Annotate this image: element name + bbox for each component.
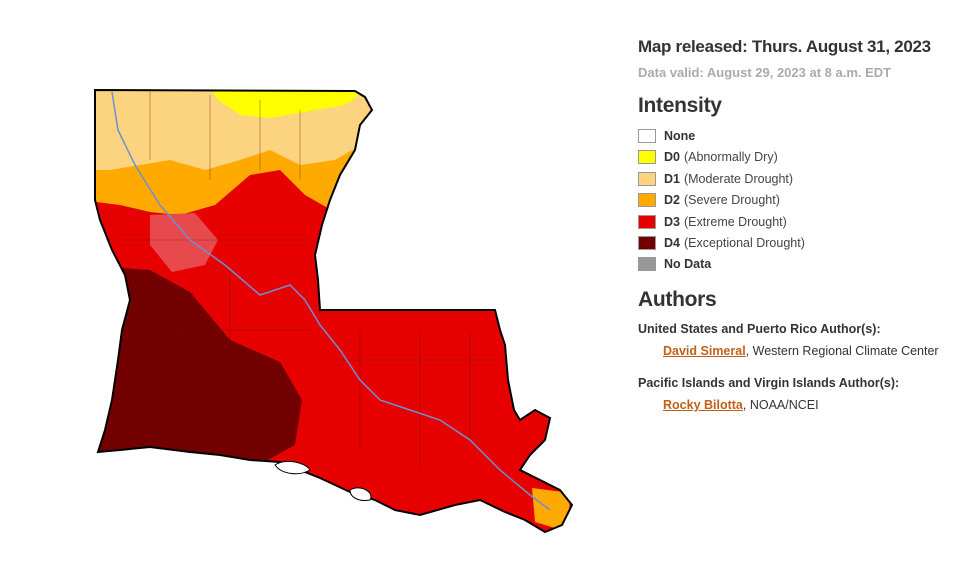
drought-areas	[95, 90, 572, 532]
legend-code: D4	[664, 236, 680, 250]
author-heading: Pacific Islands and Virgin Islands Autho…	[638, 376, 900, 390]
legend-item: D2 (Severe Drought)	[638, 192, 780, 208]
legend-item: D4 (Exceptional Drought)	[638, 235, 805, 251]
legend-code: D2	[664, 193, 680, 208]
author-heading: United States and Puerto Rico Author(s):	[638, 322, 881, 336]
author-link[interactable]: David Simeral	[663, 344, 746, 358]
legend-desc: (Severe Drought)	[683, 193, 780, 208]
legend-item: None	[638, 128, 695, 144]
legend-swatch	[638, 150, 656, 165]
legend-desc: (Abnormally Dry)	[683, 150, 778, 165]
legend-code: D1	[664, 171, 680, 186]
legend-code: D0	[664, 150, 680, 165]
bays	[274, 460, 372, 501]
legend-desc: (Moderate Drought)	[683, 171, 794, 186]
legend-item: D3 (Extreme Drought)	[638, 214, 787, 230]
legend-code: D3	[664, 214, 680, 229]
released: Map released: Thurs. August 31, 2023	[638, 37, 931, 56]
map	[94, 88, 574, 534]
legend-swatch	[638, 171, 656, 186]
river	[111, 91, 551, 511]
legend-swatch	[638, 236, 656, 250]
legend-title: Intensity	[638, 94, 722, 117]
legend-swatch	[638, 214, 656, 229]
legend-swatch	[638, 129, 656, 143]
legend-code: No Data	[664, 257, 712, 272]
legend-code: None	[664, 129, 696, 143]
author-link[interactable]: Rocky Bilotta	[663, 398, 743, 412]
author-line: Rocky Bilotta, NOAA/NCEI	[663, 398, 819, 412]
legend-desc: (Extreme Drought)	[683, 214, 787, 229]
legend-item: D0 (Abnormally Dry)	[638, 149, 778, 165]
state-outline	[94, 88, 574, 534]
legend-swatch	[638, 257, 656, 272]
legend-swatch	[638, 193, 656, 208]
author-affiliation: , Western Regional Climate Center	[745, 344, 939, 358]
valid-date: Data valid: August 29, 2023 at 8 a.m. ED…	[638, 65, 892, 80]
author-line: David Simeral, Western Regional Climate …	[663, 344, 939, 358]
legend-item: No Data	[638, 256, 711, 272]
legend-desc: (Exceptional Drought)	[683, 236, 805, 250]
author-affiliation: , NOAA/NCEI	[742, 398, 819, 412]
authors-title: Authors	[638, 288, 717, 311]
legend-item: D1 (Moderate Drought)	[638, 171, 793, 187]
